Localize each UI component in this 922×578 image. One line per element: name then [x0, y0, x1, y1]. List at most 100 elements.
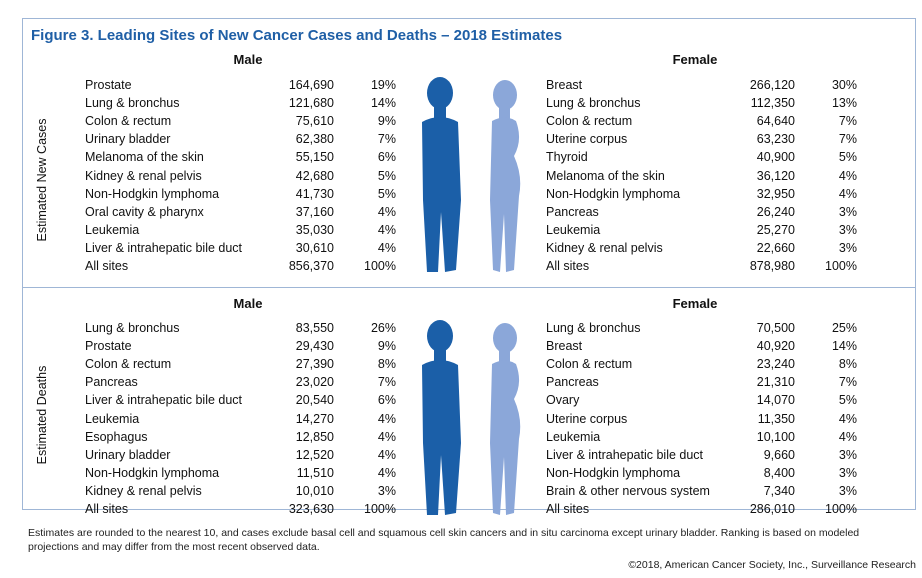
count: 36,120	[756, 168, 795, 183]
count: 11,510	[296, 465, 334, 480]
count: 11,350	[757, 411, 795, 426]
percent: 100%	[364, 259, 396, 273]
percent: 100%	[364, 502, 396, 516]
site-name: Leukemia	[546, 222, 601, 237]
footnote: Estimates are rounded to the nearest 10,…	[28, 527, 860, 553]
frame	[22, 18, 916, 510]
site-name: Lung & bronchus	[85, 321, 180, 335]
percent: 9%	[377, 114, 396, 129]
count: 37,160	[295, 204, 334, 219]
site-name: Melanoma of the skin	[546, 168, 665, 183]
count: 32,950	[756, 186, 795, 201]
site-name: Non-Hodgkin lymphoma	[85, 465, 220, 480]
count: 21,310	[756, 375, 795, 390]
site-name: Urinary bladder	[85, 447, 171, 462]
count: 40,900	[756, 150, 795, 165]
site-name: Non-Hodgkin lymphoma	[546, 465, 681, 480]
count: 26,240	[756, 204, 795, 219]
site-name: Non-Hodgkin lymphoma	[546, 186, 681, 201]
count: 63,230	[756, 132, 795, 147]
count: 12,850	[295, 429, 334, 444]
count: 20,540	[295, 393, 334, 408]
percent: 13%	[831, 96, 857, 111]
site-name: Pancreas	[546, 375, 599, 390]
count: 286,010	[749, 502, 795, 516]
site-name: Liver & intrahepatic bile duct	[85, 240, 243, 255]
percent: 4%	[377, 429, 396, 444]
percent: 3%	[838, 204, 857, 219]
count: 62,380	[295, 132, 334, 147]
count: 9,660	[763, 447, 795, 462]
site-name: Prostate	[85, 339, 132, 354]
count: 25,270	[756, 222, 795, 237]
percent: 8%	[838, 357, 857, 372]
percent: 7%	[377, 132, 396, 147]
count: 10,010	[295, 483, 334, 498]
count: 40,920	[756, 339, 795, 354]
count: 30,610	[295, 240, 334, 255]
count: 112,350	[750, 96, 795, 111]
site-name: All sites	[546, 259, 590, 273]
percent: 7%	[377, 375, 396, 390]
count: 41,730	[295, 186, 334, 201]
site-name: All sites	[85, 502, 129, 516]
count: 878,980	[749, 259, 795, 273]
percent: 25%	[831, 321, 857, 335]
title: Figure 3. Leading Sites of New Cancer Ca…	[31, 27, 563, 44]
count: 8,400	[763, 465, 795, 480]
count: 12,520	[295, 447, 334, 462]
site-name: Liver & intrahepatic bile duct	[85, 393, 243, 408]
copyright: ©2018, American Cancer Society, Inc., Su…	[628, 559, 916, 571]
percent: 3%	[838, 222, 857, 237]
site-name: Kidney & renal pelvis	[85, 168, 202, 183]
site-name: Thyroid	[546, 150, 588, 165]
count: 266,120	[749, 78, 795, 92]
site-name: Esophagus	[85, 429, 148, 444]
count: 55,150	[295, 150, 334, 165]
percent: 3%	[838, 240, 857, 255]
site-name: Colon & rectum	[85, 114, 172, 129]
percent: 7%	[838, 375, 857, 390]
percent: 4%	[377, 204, 396, 219]
percent: 6%	[377, 393, 396, 408]
site-name: Kidney & renal pelvis	[546, 240, 663, 255]
site-name: Non-Hodgkin lymphoma	[85, 186, 220, 201]
site-name: Urinary bladder	[85, 132, 171, 147]
percent: 4%	[838, 429, 857, 444]
count: 64,640	[756, 114, 795, 129]
count: 22,660	[756, 240, 795, 255]
percent: 7%	[838, 132, 857, 147]
percent: 100%	[825, 502, 857, 516]
count: 164,690	[288, 78, 334, 92]
percent: 30%	[831, 78, 857, 92]
silhouette-pair	[422, 77, 521, 272]
percent: 4%	[377, 447, 396, 462]
site-name: Pancreas	[85, 375, 138, 390]
percent: 7%	[838, 114, 857, 129]
count: 323,630	[288, 502, 334, 516]
separator	[22, 287, 916, 288]
percent: 9%	[377, 339, 396, 354]
site-name: Breast	[546, 339, 583, 354]
site-name: Leukemia	[85, 411, 140, 426]
site-name: Lung & bronchus	[546, 96, 641, 111]
section-label: Estimated New Cases	[35, 118, 49, 242]
site-name: Uterine corpus	[546, 132, 628, 147]
site-name: Liver & intrahepatic bile duct	[546, 447, 704, 462]
percent: 5%	[377, 186, 396, 201]
percent: 5%	[838, 393, 857, 408]
silhouette-pair	[422, 320, 521, 515]
count: 23,240	[756, 357, 795, 372]
percent: 4%	[377, 240, 396, 255]
site-name: Kidney & renal pelvis	[85, 483, 202, 498]
count: 75,610	[295, 114, 334, 129]
percent: 100%	[825, 259, 857, 273]
count: 70,500	[756, 321, 795, 335]
percent: 14%	[831, 339, 857, 354]
count: 121,680	[288, 96, 334, 111]
count: 14,270	[295, 411, 334, 426]
site-name: Lung & bronchus	[546, 321, 641, 335]
count: 23,020	[295, 375, 334, 390]
